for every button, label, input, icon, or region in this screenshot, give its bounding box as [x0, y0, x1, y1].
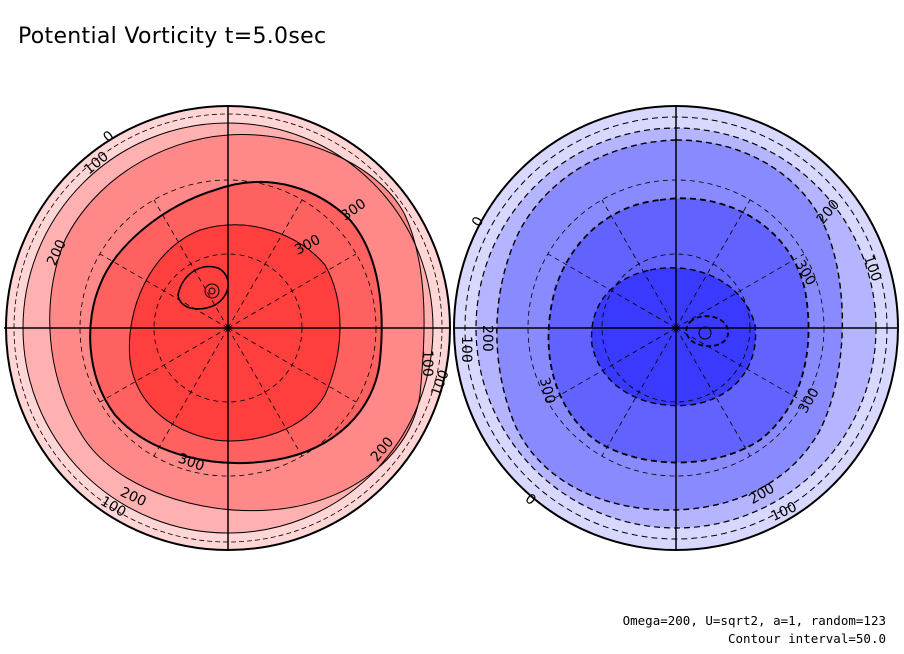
south-band-400 [591, 267, 756, 406]
parameters-note: Omega=200, U=sqrt2, a=1, random=123 [622, 613, 886, 628]
south-label-11: 100 [419, 350, 435, 377]
south-hemisphere-map [454, 106, 898, 550]
south-label-3: 300 [536, 376, 558, 406]
south-label-2: 100 [458, 336, 474, 363]
contour-interval-note: Contour interval=50.0 [727, 631, 886, 646]
south-boundary [453, 105, 899, 551]
north-hemisphere-map [6, 106, 450, 550]
south-label-1: 200 [479, 325, 495, 352]
north-band-400 [129, 224, 340, 441]
plot-title: Potential Vorticity t=5.0sec [18, 24, 327, 49]
